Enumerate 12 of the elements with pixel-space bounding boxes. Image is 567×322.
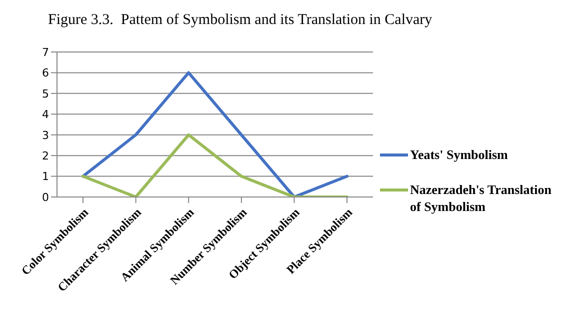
line-series — [82, 71, 348, 197]
legend-label: Nazerzadeh's Translation of Symbolism — [410, 181, 552, 215]
y-tick-label: 0 — [42, 190, 49, 204]
y-tick-label: 3 — [42, 128, 49, 142]
y-tick-label: 2 — [42, 149, 49, 162]
y-tick-label: 7 — [42, 46, 49, 59]
chart-title: Figure 3.3. Pattem of Symbolism and its Translation in Calvary — [48, 12, 432, 29]
y-tick-label: 4 — [42, 108, 49, 122]
y-tick-label: 1 — [42, 170, 49, 184]
y-tick-label: 6 — [42, 66, 49, 80]
legend-label: Yeats' Symbolism — [410, 146, 508, 163]
y-tick-label: 5 — [42, 87, 49, 100]
